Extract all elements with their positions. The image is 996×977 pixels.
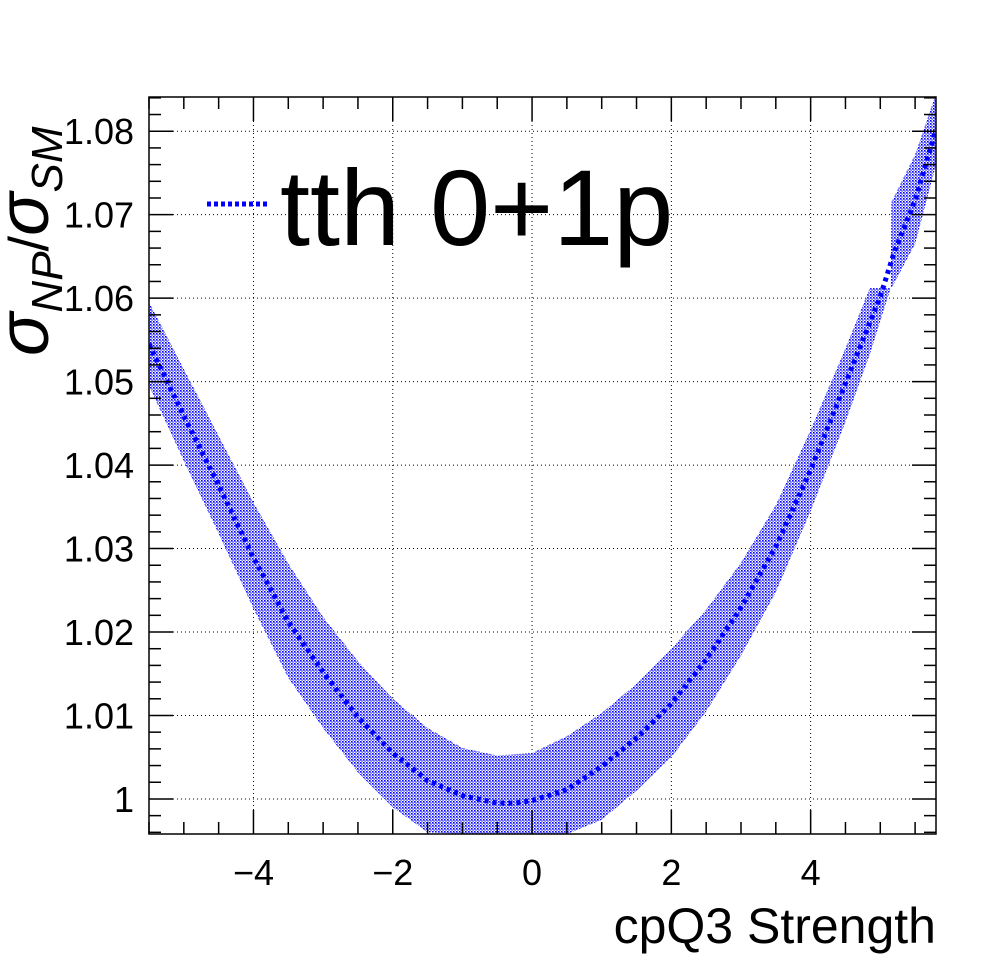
x-tick-label: −4: [233, 852, 274, 893]
y-tick-label: 1.08: [64, 111, 134, 152]
y-tick-label: 1.05: [64, 362, 134, 403]
y-axis-label-numerator-sub: NP: [23, 251, 72, 313]
x-tick-label: 2: [661, 852, 681, 893]
y-tick-label: 1: [114, 779, 134, 820]
x-axis-label: cpQ3 Strength: [614, 898, 936, 954]
y-tick-label: 1.02: [64, 612, 134, 653]
y-tick-label: 1.03: [64, 529, 134, 570]
y-axis-label-denominator-sub: SM: [23, 126, 72, 192]
x-tick-label: 0: [522, 852, 542, 893]
y-axis-label-numerator: σ: [0, 310, 64, 356]
legend-entry-label: tth 0+1p: [280, 147, 673, 268]
y-tick-label: 1.01: [64, 695, 134, 736]
y-tick-label: 1.06: [64, 278, 134, 319]
y-tick-label: 1.04: [64, 445, 134, 486]
y-axis-label: σNP/σSM: [0, 126, 72, 356]
y-tick-label: 1.07: [64, 195, 134, 236]
y-axis-label-slash: /: [0, 235, 60, 251]
x-tick-label: 4: [801, 852, 821, 893]
x-tick-label: −2: [372, 852, 413, 893]
y-axis-label-denominator: σ: [0, 190, 64, 236]
